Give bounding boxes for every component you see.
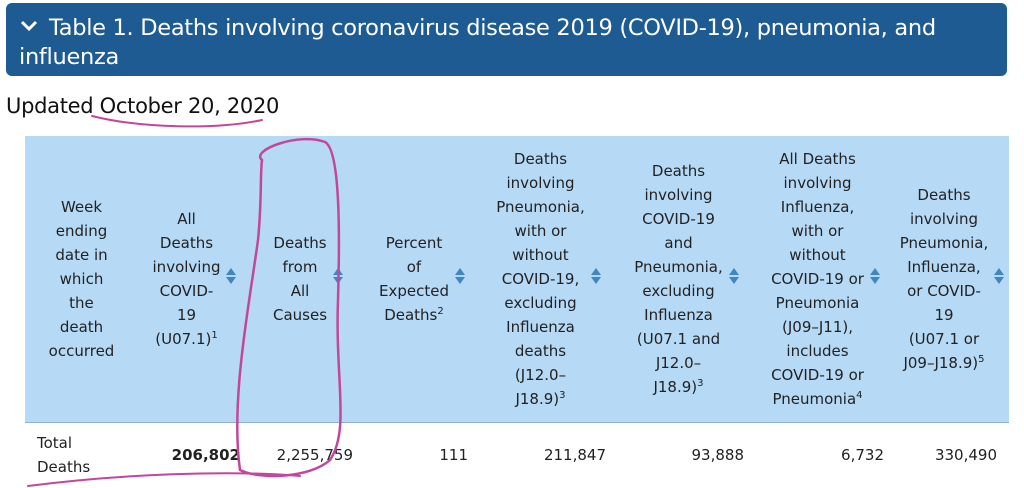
sort-icon[interactable] xyxy=(993,267,1005,292)
table-cell: 2,255,759 xyxy=(252,422,365,487)
updated-date: Updated October 20, 2020 xyxy=(6,94,280,118)
column-header-label: Deaths involving Pneumonia, with or without C… xyxy=(496,150,585,408)
table-title-banner[interactable]: Table 1. Deaths involving coronavirus di… xyxy=(6,3,1007,128)
table-cell: 330,490 xyxy=(896,422,1009,487)
sort-icon[interactable] xyxy=(454,267,466,292)
table-cell: 211,847 xyxy=(480,422,618,487)
column-header-5[interactable]: Deaths involving Pneumonia, with or without C… xyxy=(480,136,618,423)
footnote-marker: 3 xyxy=(559,390,566,401)
column-header-6[interactable]: Deaths involving COVID-19 and Pneumonia, excl… xyxy=(618,136,756,423)
column-header-2[interactable]: All Deaths involving COVID- 19 (U07.1)1 xyxy=(138,136,252,423)
column-header-label: Deaths involving COVID-19 and Pneumonia, excl… xyxy=(634,162,723,396)
footnote-marker: 4 xyxy=(856,390,863,401)
column-header-label: Deaths from All Causes xyxy=(272,234,328,324)
column-header-7[interactable]: All Deaths involving Influenza, with or with… xyxy=(756,136,896,423)
sort-icon[interactable] xyxy=(590,267,602,292)
column-header-label: Deaths involving Pneumonia, Influenza, or CO… xyxy=(899,186,989,372)
table-header-row: Week ending date in which the death occurred Al… xyxy=(25,136,1009,423)
sort-icon[interactable] xyxy=(332,267,344,292)
table-body: Total Deaths 206,802 2,255,759 111 211,847 93,… xyxy=(25,422,1009,487)
deaths-table: Week ending date in which the death occurred Al… xyxy=(25,136,1009,487)
table-cell: 93,888 xyxy=(618,422,756,487)
chevron-down-icon xyxy=(19,12,39,41)
banner-title-line1: Table 1. Deaths involving coronavirus di… xyxy=(19,15,936,70)
footnote-marker: 2 xyxy=(437,306,444,317)
data-table-container: Week ending date in which the death occurred Al… xyxy=(25,136,1009,488)
table-cell: 6,732 xyxy=(756,422,896,487)
table-cell: 206,802 xyxy=(138,422,252,487)
table-row: Total Deaths 206,802 2,255,759 111 211,847 93,… xyxy=(25,422,1009,487)
row-label: Total Deaths xyxy=(25,422,138,487)
column-header-label: All Deaths involving Influenza, with or with… xyxy=(771,150,864,408)
footnote-marker: 3 xyxy=(697,378,704,389)
column-header-label: Week ending date in which the death occurred xyxy=(48,198,115,360)
column-header-8[interactable]: Deaths involving Pneumonia, Influenza, or CO… xyxy=(896,136,1009,423)
column-header-label: Percent of Expected Deaths2 xyxy=(379,234,449,324)
column-header-1: Week ending date in which the death occurred xyxy=(25,136,138,423)
column-header-4[interactable]: Percent of Expected Deaths2 xyxy=(365,136,480,423)
table-cell: 111 xyxy=(365,422,480,487)
column-header-label: All Deaths involving COVID- 19 (U07.1)1 xyxy=(152,210,221,348)
column-header-3[interactable]: Deaths from All Causes xyxy=(252,136,365,423)
footnote-marker: 5 xyxy=(978,354,985,365)
sort-icon[interactable] xyxy=(869,267,881,292)
sort-icon[interactable] xyxy=(225,267,237,292)
sort-icon[interactable] xyxy=(728,267,740,292)
footnote-marker: 1 xyxy=(211,330,218,341)
